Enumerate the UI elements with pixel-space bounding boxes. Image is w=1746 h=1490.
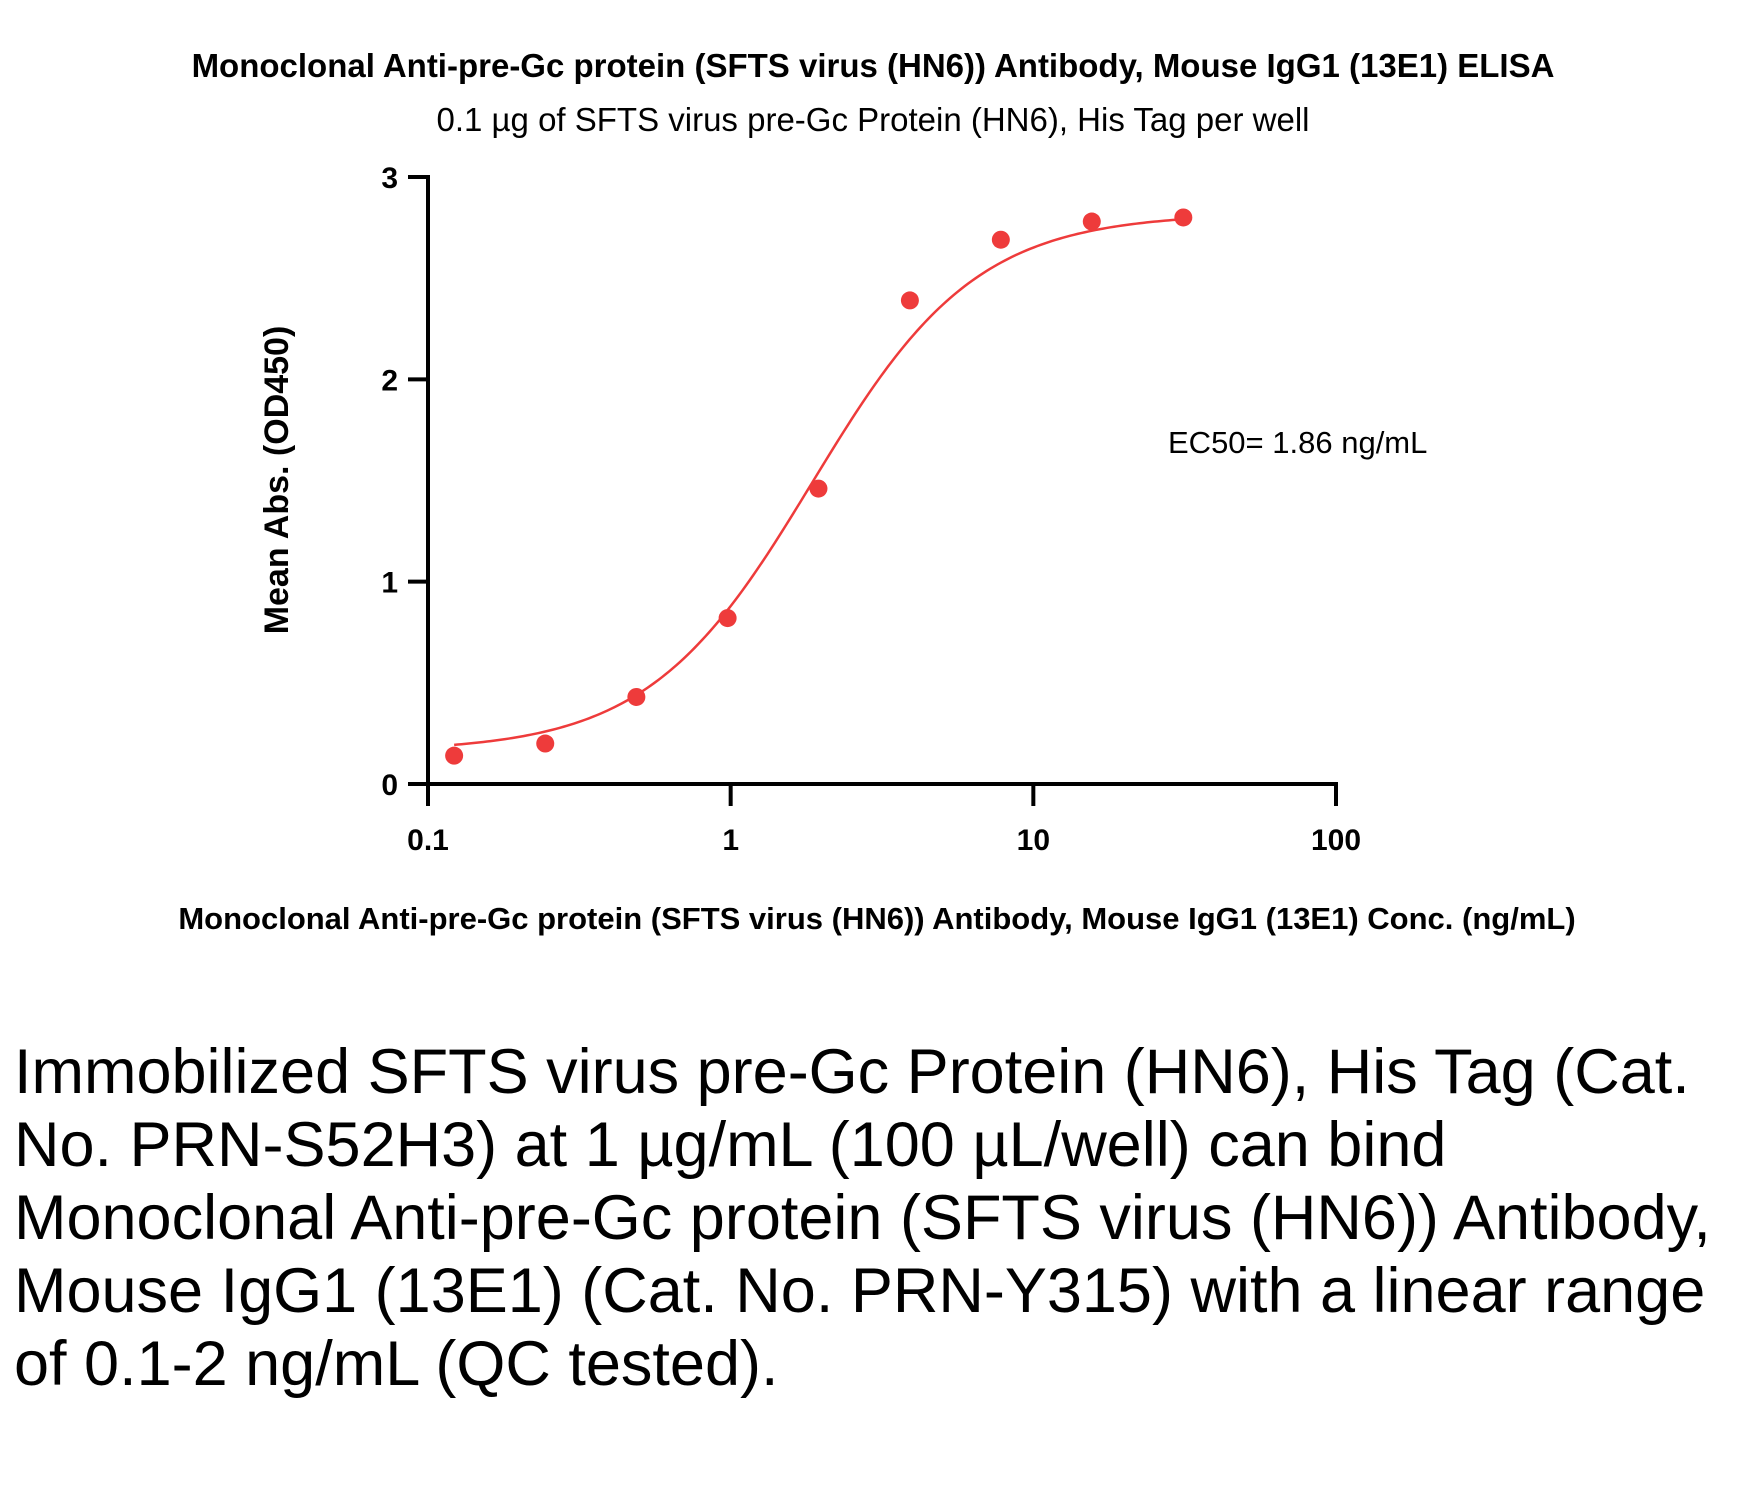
x-tick-label: 10: [1017, 824, 1050, 857]
data-points: [445, 208, 1193, 765]
elisa-chart: 0 1 2 3 0.1 1 10 100 Mean Abs. (OD450) Monoclon…: [178, 162, 1575, 936]
x-tick-label: 100: [1311, 824, 1361, 857]
y-tick-label: 3: [381, 162, 398, 195]
data-point: [1174, 208, 1193, 227]
y-axis-label: Mean Abs. (OD450): [258, 326, 296, 635]
ticks: 0 1 2 3 0.1 1 10 100: [381, 162, 1361, 857]
y-tick-label: 2: [381, 364, 398, 397]
data-point: [900, 291, 919, 310]
data-point: [445, 746, 464, 765]
data-point: [536, 734, 555, 753]
data-point: [718, 609, 737, 628]
figure-caption: Immobilized SFTS virus pre-Gc Protein (H…: [14, 1037, 1711, 1399]
x-axis-label: Monoclonal Anti-pre-Gc protein (SFTS vir…: [178, 901, 1575, 936]
data-point: [991, 230, 1010, 249]
y-tick-label: 0: [381, 769, 398, 802]
chart-title: Monoclonal Anti-pre-Gc protein (SFTS vir…: [191, 47, 1555, 84]
ec50-annotation: EC50= 1.86 ng/mL: [1168, 425, 1427, 460]
fit-curve: [454, 217, 1184, 747]
x-tick-label: 1: [722, 824, 739, 857]
chart-subtitle: 0.1 µg of SFTS virus pre-Gc Protein (HN6…: [436, 101, 1310, 138]
x-tick-label: 0.1: [407, 824, 449, 857]
data-point: [809, 479, 828, 498]
axes: [426, 175, 1338, 786]
data-point: [1082, 212, 1101, 231]
data-point: [627, 687, 646, 706]
y-tick-label: 1: [381, 567, 398, 600]
